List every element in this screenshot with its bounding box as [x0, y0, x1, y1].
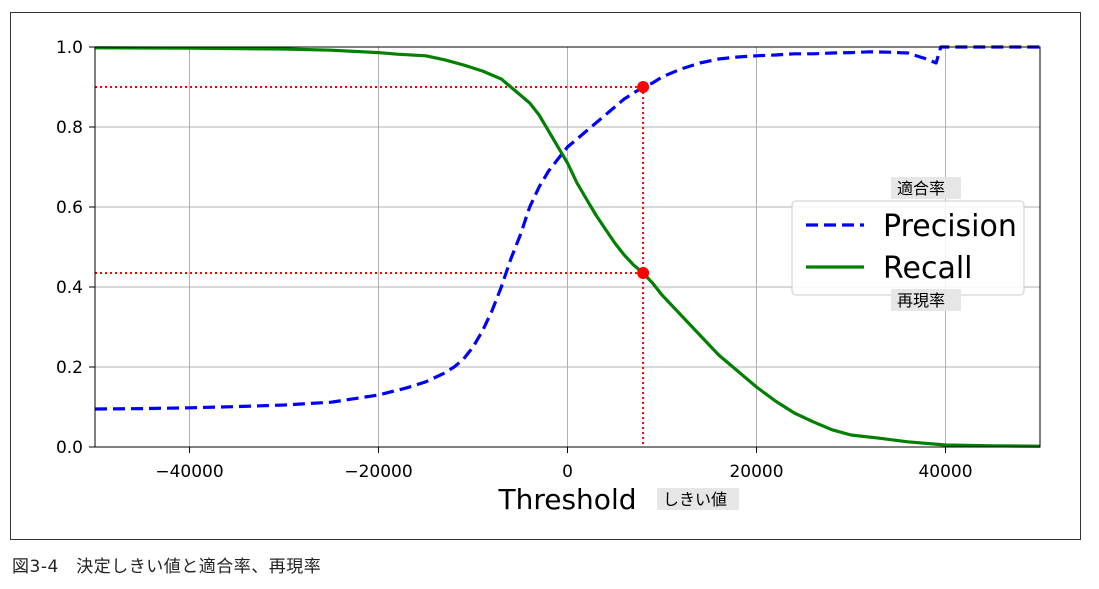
series-layer	[94, 45, 1041, 448]
y-tick-label: 0.6	[56, 198, 83, 218]
y-tick-label: 1.0	[56, 38, 83, 58]
x-tick-label: 20000	[729, 462, 783, 482]
figure-frame: −40000 −20000 0 20000 40000 0.0 0.2 0.4 0.6 0.8 1.…	[10, 12, 1081, 540]
threshold-points	[637, 81, 650, 279]
y-tick-label: 0.2	[56, 358, 83, 378]
x-tick-label: −40000	[155, 462, 223, 482]
precision-threshold-point	[637, 81, 650, 93]
figure-caption: 図3-4 決定しきい値と適合率、再現率	[12, 557, 322, 577]
legend-label-recall: Recall	[883, 251, 973, 286]
series-line-precision	[94, 45, 1040, 411]
series-line-recall	[94, 46, 1041, 448]
legend-note-recall: 再現率	[891, 289, 961, 311]
y-tick-label: 0.0	[56, 438, 83, 458]
y-tick-label: 0.8	[56, 118, 83, 138]
x-tick-label: 0	[562, 462, 573, 482]
threshold-guides	[95, 86, 645, 447]
x-axis-label: Threshold	[498, 483, 637, 516]
x-axis-label-note-text: しきい値	[663, 490, 727, 509]
legend-label-precision: Precision	[883, 209, 1017, 244]
x-axis-label-note: しきい値	[657, 488, 739, 510]
recall-threshold-point	[637, 267, 650, 279]
legend-note-precision: 適合率	[891, 177, 961, 199]
tick-labels: −40000 −20000 0 20000 40000 0.0 0.2 0.4 0.6 0.8 1.…	[56, 38, 973, 482]
legend: Precision Recall	[791, 200, 1025, 296]
x-tick-label: −20000	[344, 462, 412, 482]
x-tick-label: 40000	[918, 462, 972, 482]
legend-note-recall-text: 再現率	[897, 291, 945, 310]
precision-recall-chart: −40000 −20000 0 20000 40000 0.0 0.2 0.4 0.6 0.8 1.…	[56, 38, 1041, 516]
y-tick-label: 0.4	[56, 278, 83, 298]
legend-note-precision-text: 適合率	[897, 179, 945, 198]
